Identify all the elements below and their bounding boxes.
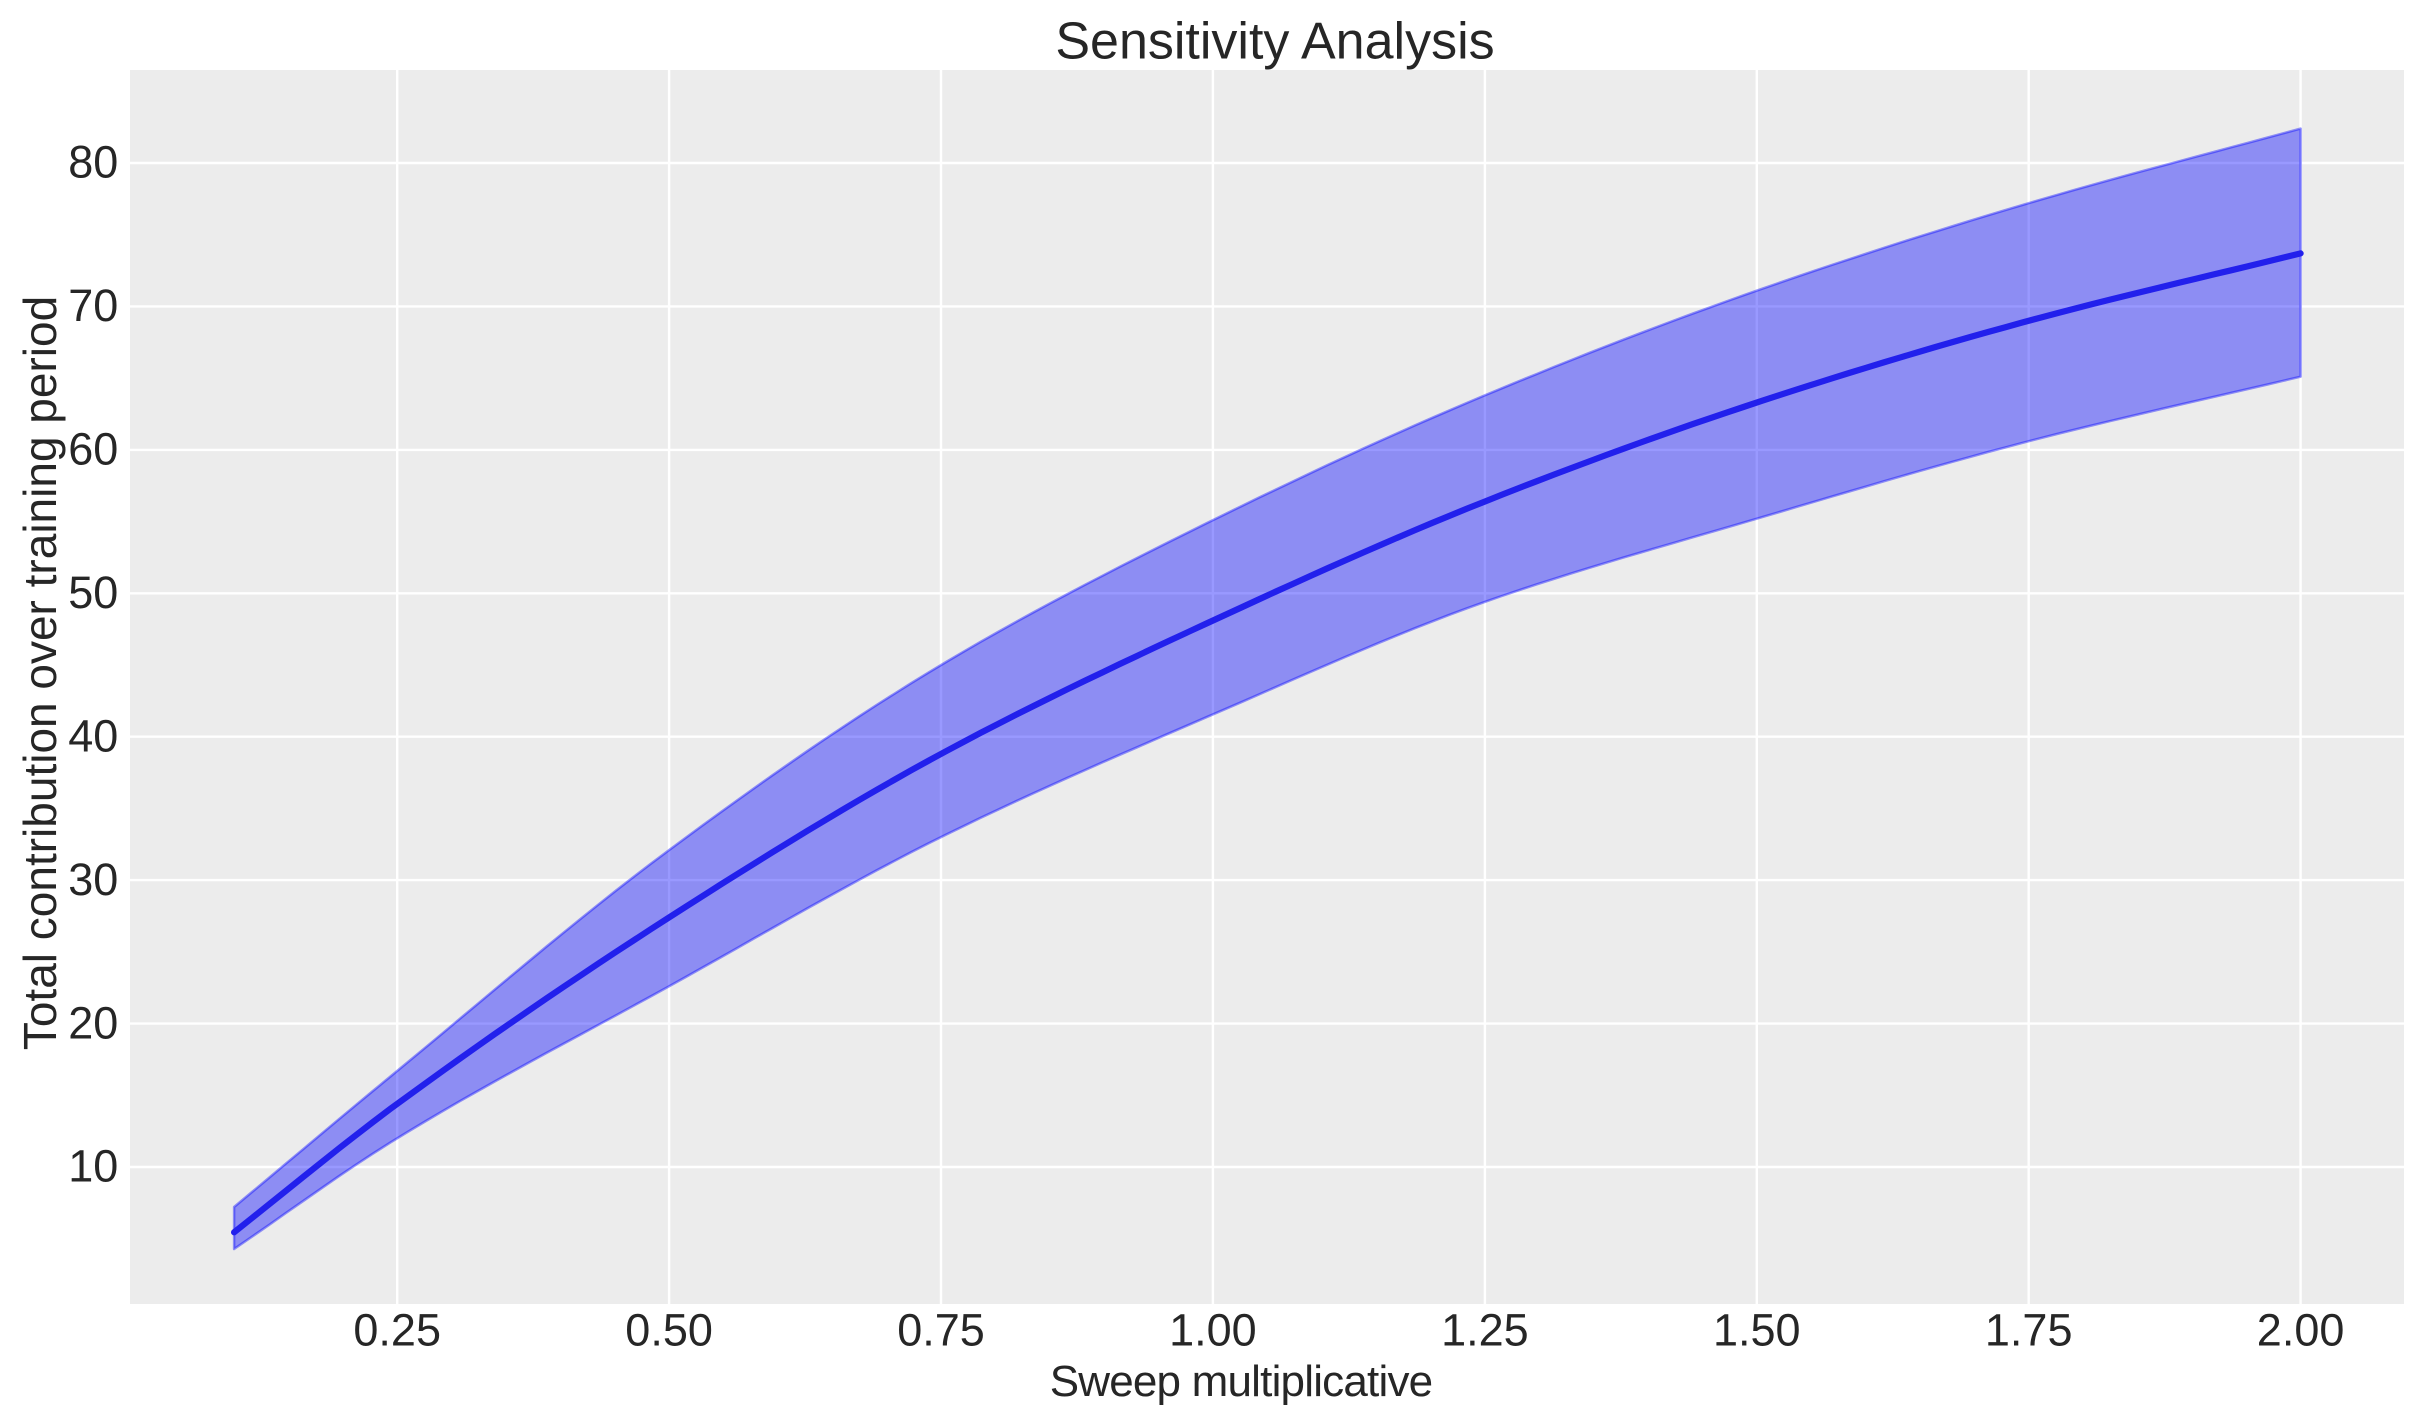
svg-text:1.00: 1.00 (1169, 1305, 1257, 1356)
svg-text:1.25: 1.25 (1441, 1305, 1529, 1356)
svg-text:50: 50 (68, 567, 118, 618)
svg-text:0.25: 0.25 (353, 1305, 441, 1356)
svg-text:70: 70 (68, 280, 118, 331)
svg-text:2.00: 2.00 (2257, 1305, 2345, 1356)
svg-text:10: 10 (68, 1141, 118, 1192)
svg-text:0.50: 0.50 (625, 1305, 713, 1356)
svg-text:40: 40 (68, 710, 118, 761)
svg-text:Total contribution over traini: Total contribution over training period (14, 296, 66, 1050)
svg-text:0.75: 0.75 (897, 1305, 985, 1356)
svg-text:Sweep multiplicative: Sweep multiplicative (1050, 1357, 1433, 1406)
svg-text:80: 80 (68, 137, 118, 188)
svg-text:60: 60 (68, 424, 118, 475)
svg-text:20: 20 (68, 997, 118, 1048)
svg-text:30: 30 (68, 854, 118, 905)
svg-text:1.75: 1.75 (1985, 1305, 2073, 1356)
svg-text:1.50: 1.50 (1713, 1305, 1801, 1356)
svg-text:Sensitivity Analysis: Sensitivity Analysis (1055, 12, 1494, 70)
